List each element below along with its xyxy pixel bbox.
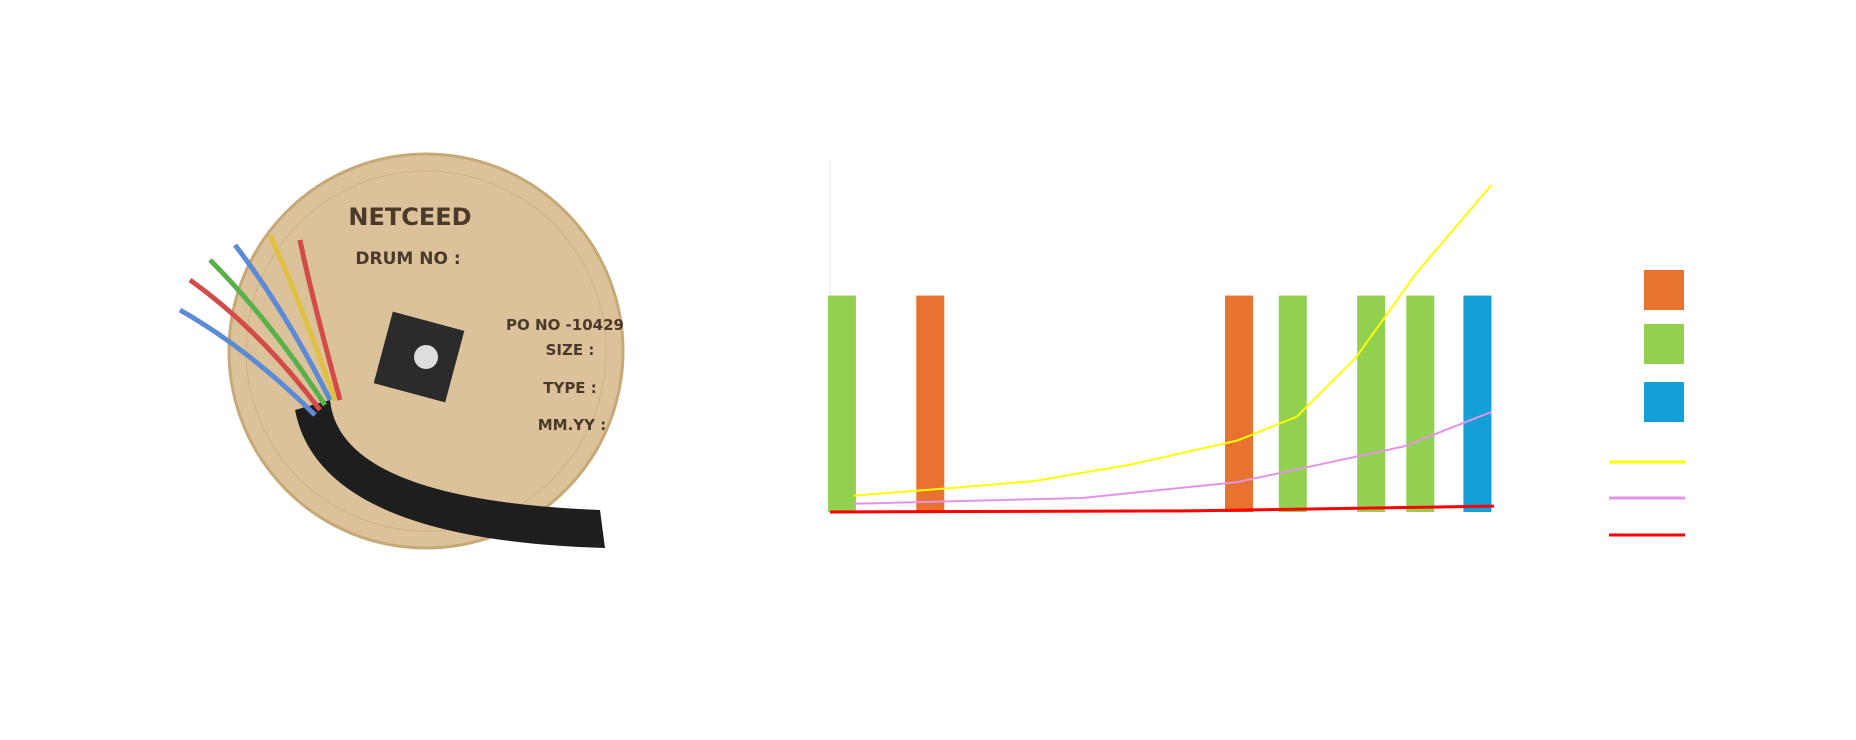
line: [829, 504, 1495, 514]
bar: [827, 295, 856, 512]
cable: [295, 400, 605, 548]
fibers: [178, 233, 343, 417]
bar: [1406, 295, 1435, 512]
reel-text: SIZE :: [546, 341, 595, 359]
bar: [916, 295, 945, 512]
bar: [1278, 295, 1307, 512]
line: [853, 184, 1493, 497]
bar: [1463, 295, 1492, 512]
bar: [1225, 295, 1254, 512]
cable-reel-image: NETCEED DRUM NO : PO NO -10429 SIZE : TY…: [178, 152, 625, 550]
line: [853, 411, 1492, 505]
bar: [1357, 295, 1386, 512]
reel-text: MM.YY :: [538, 416, 607, 434]
reel-text: TYPE :: [543, 379, 597, 397]
reel-text: NETCEED: [348, 203, 471, 231]
reel-text: DRUM NO :: [355, 249, 460, 269]
legend-swatch: [1644, 324, 1684, 364]
hub-hole: [414, 345, 438, 369]
reel-text: PO NO -10429: [506, 316, 624, 334]
legend-swatch: [1644, 382, 1684, 422]
legend-swatch: [1644, 270, 1684, 310]
